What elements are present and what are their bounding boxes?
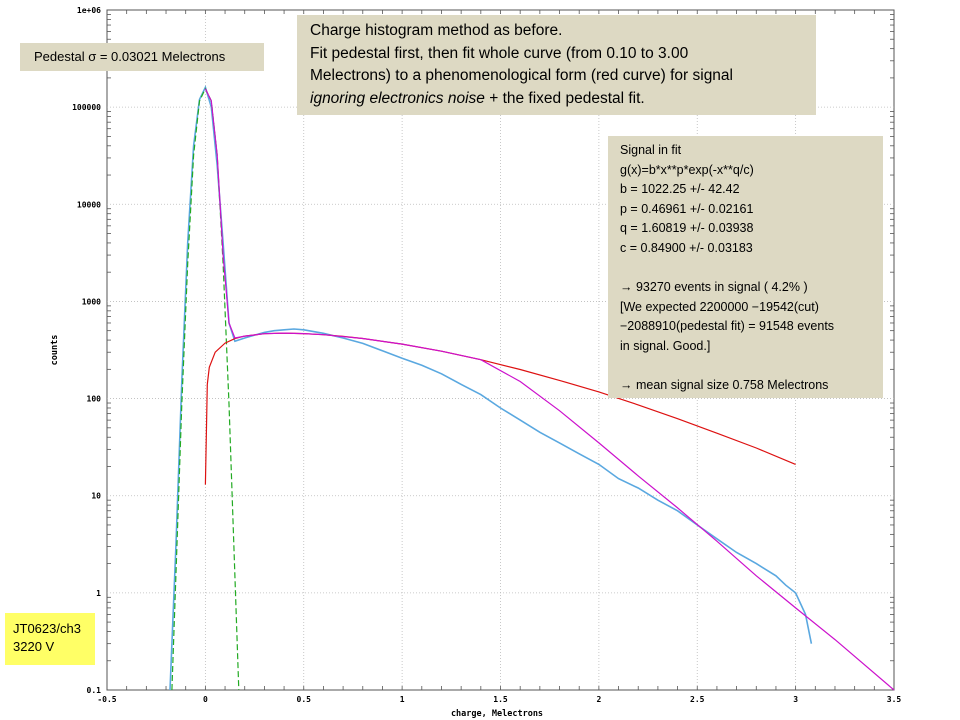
x-tick-label: -0.5: [97, 695, 116, 704]
description-line-4-rest: + the fixed pedestal fit.: [484, 89, 645, 107]
pedestal-sigma-label: Pedestal σ = 0.03021 Melectrons: [20, 43, 264, 71]
y-tick-label: 10000: [77, 200, 101, 209]
x-tick-label: 3.5: [887, 695, 902, 704]
fit-formula: g(x)=b*x**p*exp(-x**q/c): [620, 162, 754, 177]
series-layer: [169, 85, 895, 691]
y-tick-label: 100000: [72, 103, 101, 112]
description-line-2: Fit pedestal first, then fit whole curve…: [310, 44, 689, 62]
fit-pedestal-line: −2088910(pedestal fit) = 91548 events: [620, 319, 835, 334]
y-tick-label: 1: [96, 589, 101, 598]
fit-events-text: 93270 events in signal ( 4.2% ): [632, 280, 808, 295]
x-tick-label: 3: [793, 695, 798, 704]
x-tick-label: 0.5: [297, 695, 312, 704]
run-voltage: 3220 V: [13, 639, 55, 654]
x-tick-label: 1: [400, 695, 405, 704]
tick-labels: -0.5 0 0.5 1 1.5 2 2.5 3 3.5 0.1 1 10 100 1000 10000 10…: [72, 6, 901, 704]
fit-blank-line: [620, 259, 883, 279]
y-tick-label: 10: [91, 492, 101, 501]
fit-param-c: c = 0.84900 +/- 0.03183: [620, 240, 753, 255]
description-line-3: Melectrons) to a phenomenological form (…: [310, 67, 733, 84]
y-axis-title: counts: [50, 335, 60, 366]
description-box: Charge histogram method as before. Fit p…: [297, 15, 816, 115]
description-italic: ignoring electronics noise: [310, 89, 485, 107]
fit-good-line: in signal. Good.]: [620, 338, 711, 353]
fit-mean-text: mean signal size 0.758 Melectrons: [632, 378, 829, 393]
arrow-icon: →: [620, 378, 633, 393]
fit-blank-line-2: [620, 357, 883, 377]
x-axis-title: charge, Melectrons: [451, 709, 543, 719]
y-tick-label: 100: [87, 395, 102, 404]
fit-expected-line: [We expected 2200000 −19542(cut): [620, 299, 819, 314]
fit-events-line: → 93270 events in signal ( 4.2% ): [620, 278, 883, 298]
x-tick-label: 0: [203, 695, 208, 704]
x-tick-label: 2.5: [690, 695, 705, 704]
description-line-1: Charge histogram method as before.: [310, 22, 563, 39]
y-tick-label: 1000: [82, 297, 101, 306]
y-tick-label: 1e+06: [77, 6, 101, 15]
fit-param-b: b = 1022.25 +/- 42.42: [620, 182, 740, 197]
y-tick-label: 0.1: [87, 686, 102, 695]
fit-param-q: q = 1.60819 +/- 0.03938: [620, 221, 754, 236]
description-line-4: ignoring electronics noise + the fixed p…: [310, 88, 816, 111]
fit-param-p: p = 0.46961 +/- 0.02161: [620, 201, 754, 216]
arrow-icon: →: [620, 280, 633, 295]
x-tick-label: 2: [596, 695, 601, 704]
fit-line-1: Signal in fit: [620, 143, 682, 157]
fit-results-box: Signal in fit g(x)=b*x**p*exp(-x**q/c) b…: [608, 136, 883, 398]
fit-mean-line: → mean signal size 0.758 Melectrons: [620, 376, 883, 396]
x-tick-label: 1.5: [493, 695, 508, 704]
run-id: JT0623/ch3: [13, 621, 81, 636]
total-fit-line: [204, 88, 895, 691]
run-id-box: JT0623/ch3 3220 V: [5, 613, 95, 665]
